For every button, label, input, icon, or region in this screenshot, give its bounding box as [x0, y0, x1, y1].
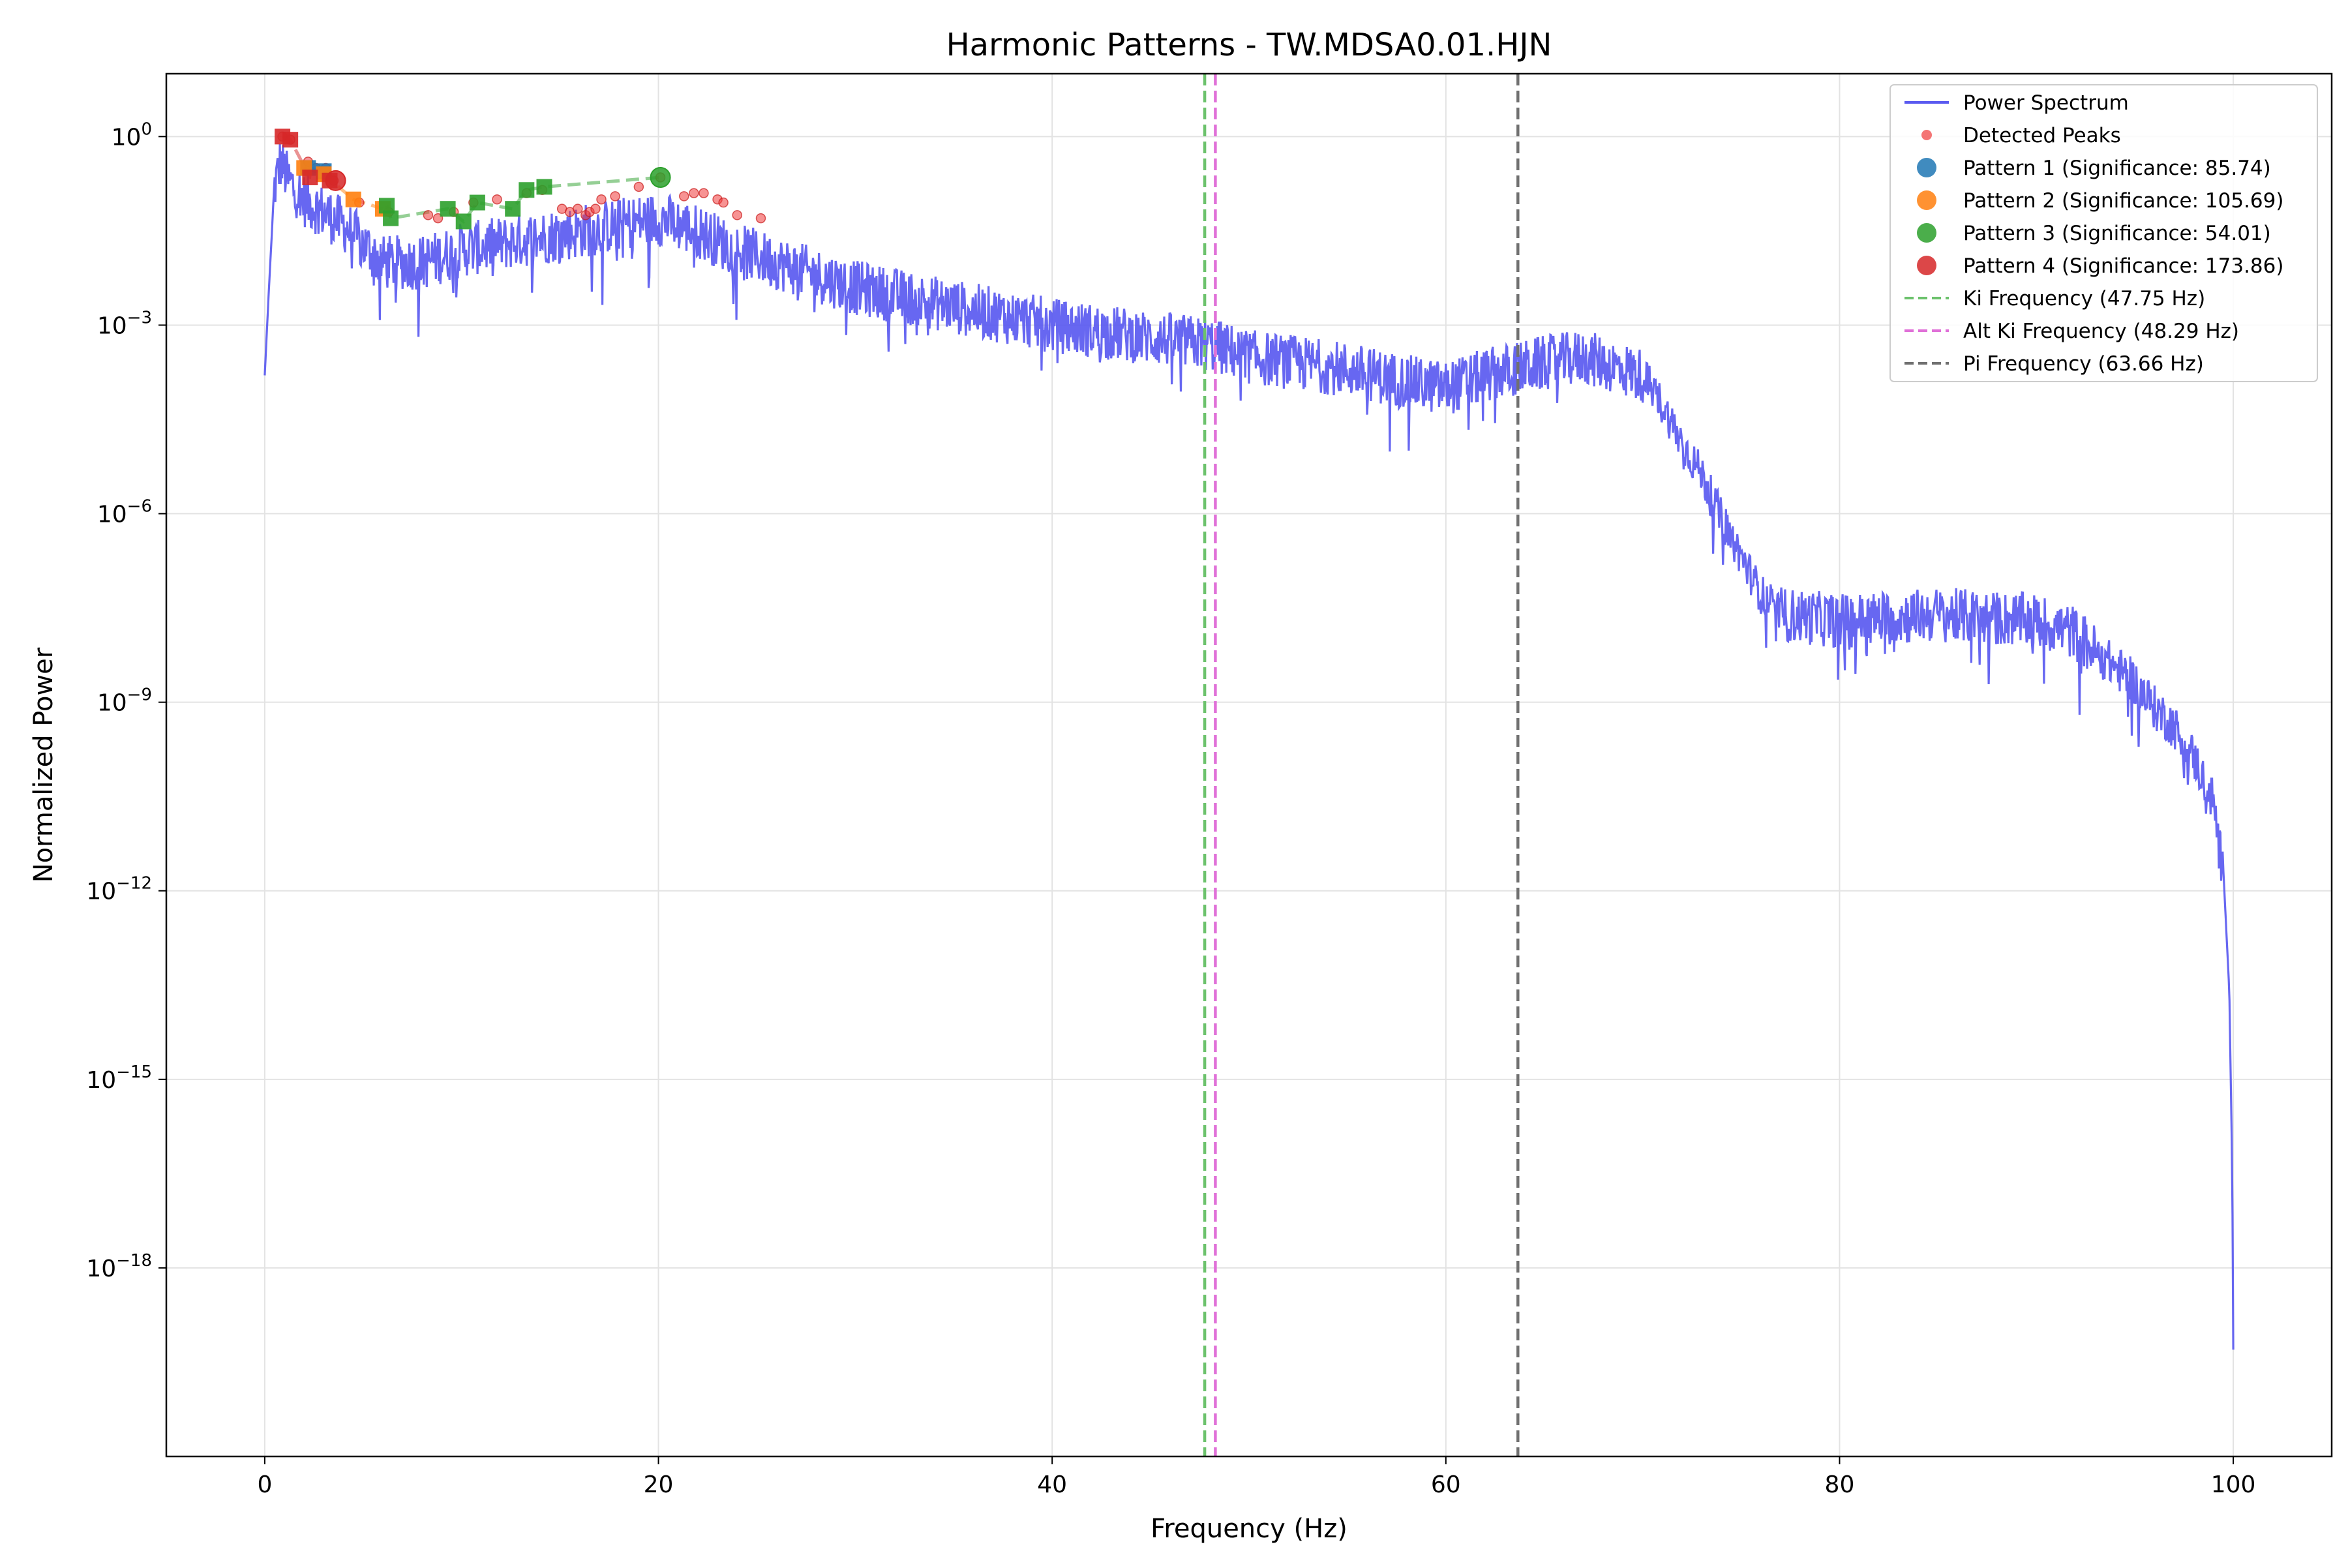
detected-peak-point [573, 204, 583, 214]
pattern-point [325, 170, 346, 191]
legend-item-pattern-2: Pattern 2 (Significance: 105.69) [1917, 189, 2283, 213]
detected-peak-point [732, 210, 743, 220]
detected-peak-point [679, 191, 689, 202]
detected-peak-point [610, 191, 620, 202]
y-tick-label: 10−9 [97, 686, 152, 717]
pattern-point [302, 170, 318, 185]
legend-label: Pattern 4 (Significance: 173.86) [1963, 254, 2283, 278]
x-tick-label: 100 [2211, 1471, 2256, 1498]
legend-label: Pattern 3 (Significance: 54.01) [1963, 222, 2271, 245]
pattern-point [440, 201, 456, 217]
detected-peak-point [596, 194, 607, 205]
legend-label: Alt Ki Frequency (48.29 Hz) [1963, 320, 2239, 343]
legend-item-pattern-4: Pattern 4 (Significance: 173.86) [1917, 254, 2283, 278]
legend-item-reference-1: Ki Frequency (47.75 Hz) [1904, 287, 2205, 310]
legend-item-pattern-1: Pattern 1 (Significance: 85.74) [1917, 157, 2271, 180]
y-tick-label: 10−12 [86, 874, 152, 905]
x-tick-label: 60 [1431, 1471, 1461, 1498]
detected-peak-point [699, 188, 709, 198]
legend-label: Pi Frequency (63.66 Hz) [1963, 352, 2204, 376]
pattern-point [536, 179, 552, 195]
legend-label: Pattern 2 (Significance: 105.69) [1963, 189, 2283, 213]
x-axis-label: Frequency (Hz) [1151, 1514, 1347, 1544]
legend-label: Detected Peaks [1963, 124, 2121, 147]
pattern-point [505, 201, 521, 217]
y-tick-label: 10−18 [86, 1251, 152, 1282]
legend-item-pattern-3: Pattern 3 (Significance: 54.01) [1917, 222, 2271, 245]
pattern-point [469, 194, 485, 211]
axis-ticks: 0 20 40 60 80 100 100 10−3 10−6 10−9 10−12 10−15 10−… [86, 119, 2255, 1498]
legend: Power Spectrum Detected Peaks Pattern 1 (S… [1889, 84, 2318, 382]
legend-item-detected-peaks: Detected Peaks [1921, 124, 2121, 147]
legend-label: Power Spectrum [1963, 91, 2129, 115]
pattern-point [650, 167, 671, 188]
y-axis-label: Normalized Power [29, 647, 59, 882]
legend-label: Pattern 1 (Significance: 85.74) [1963, 157, 2271, 180]
legend-label: Ki Frequency (47.75 Hz) [1963, 287, 2205, 310]
pattern-point [519, 182, 535, 198]
detected-peak-point [755, 213, 766, 224]
legend-swatch [1917, 158, 1936, 177]
y-tick-label: 10−3 [97, 308, 152, 339]
detected-peak-point [633, 181, 644, 192]
x-tick-label: 40 [1037, 1471, 1067, 1498]
detected-peak-point [423, 210, 434, 220]
grid-lines [166, 74, 2332, 1456]
detected-peak-point [689, 188, 699, 198]
detected-peak-point [492, 194, 502, 205]
detected-peak-point [718, 197, 729, 208]
pattern-point [455, 213, 472, 230]
plot-area [263, 74, 2235, 1456]
legend-swatch [1917, 223, 1936, 243]
legend-box [1889, 84, 2318, 382]
pattern-point [345, 191, 361, 207]
x-tick-label: 80 [1825, 1471, 1855, 1498]
legend-item-power-spectrum: Power Spectrum [1904, 91, 2129, 115]
y-tick-label: 100 [112, 119, 152, 151]
legend-swatch [1921, 130, 1932, 140]
power-spectrum-line [263, 143, 2235, 1350]
x-tick-label: 0 [257, 1471, 272, 1498]
pattern-point [383, 210, 399, 226]
legend-swatch [1917, 256, 1936, 275]
detected-peak-point [590, 204, 601, 214]
y-tick-label: 10−6 [97, 497, 152, 528]
x-tick-label: 20 [644, 1471, 674, 1498]
chart-title: Harmonic Patterns - TW.MDSA0.01.HJN [946, 27, 1552, 63]
legend-item-reference-2: Alt Ki Frequency (48.29 Hz) [1904, 320, 2239, 343]
y-tick-label: 10−15 [86, 1063, 152, 1094]
legend-swatch [1917, 190, 1936, 210]
plot-frame [165, 72, 2333, 1458]
legend-item-reference-3: Pi Frequency (63.66 Hz) [1904, 352, 2204, 376]
pattern-point [282, 132, 299, 148]
